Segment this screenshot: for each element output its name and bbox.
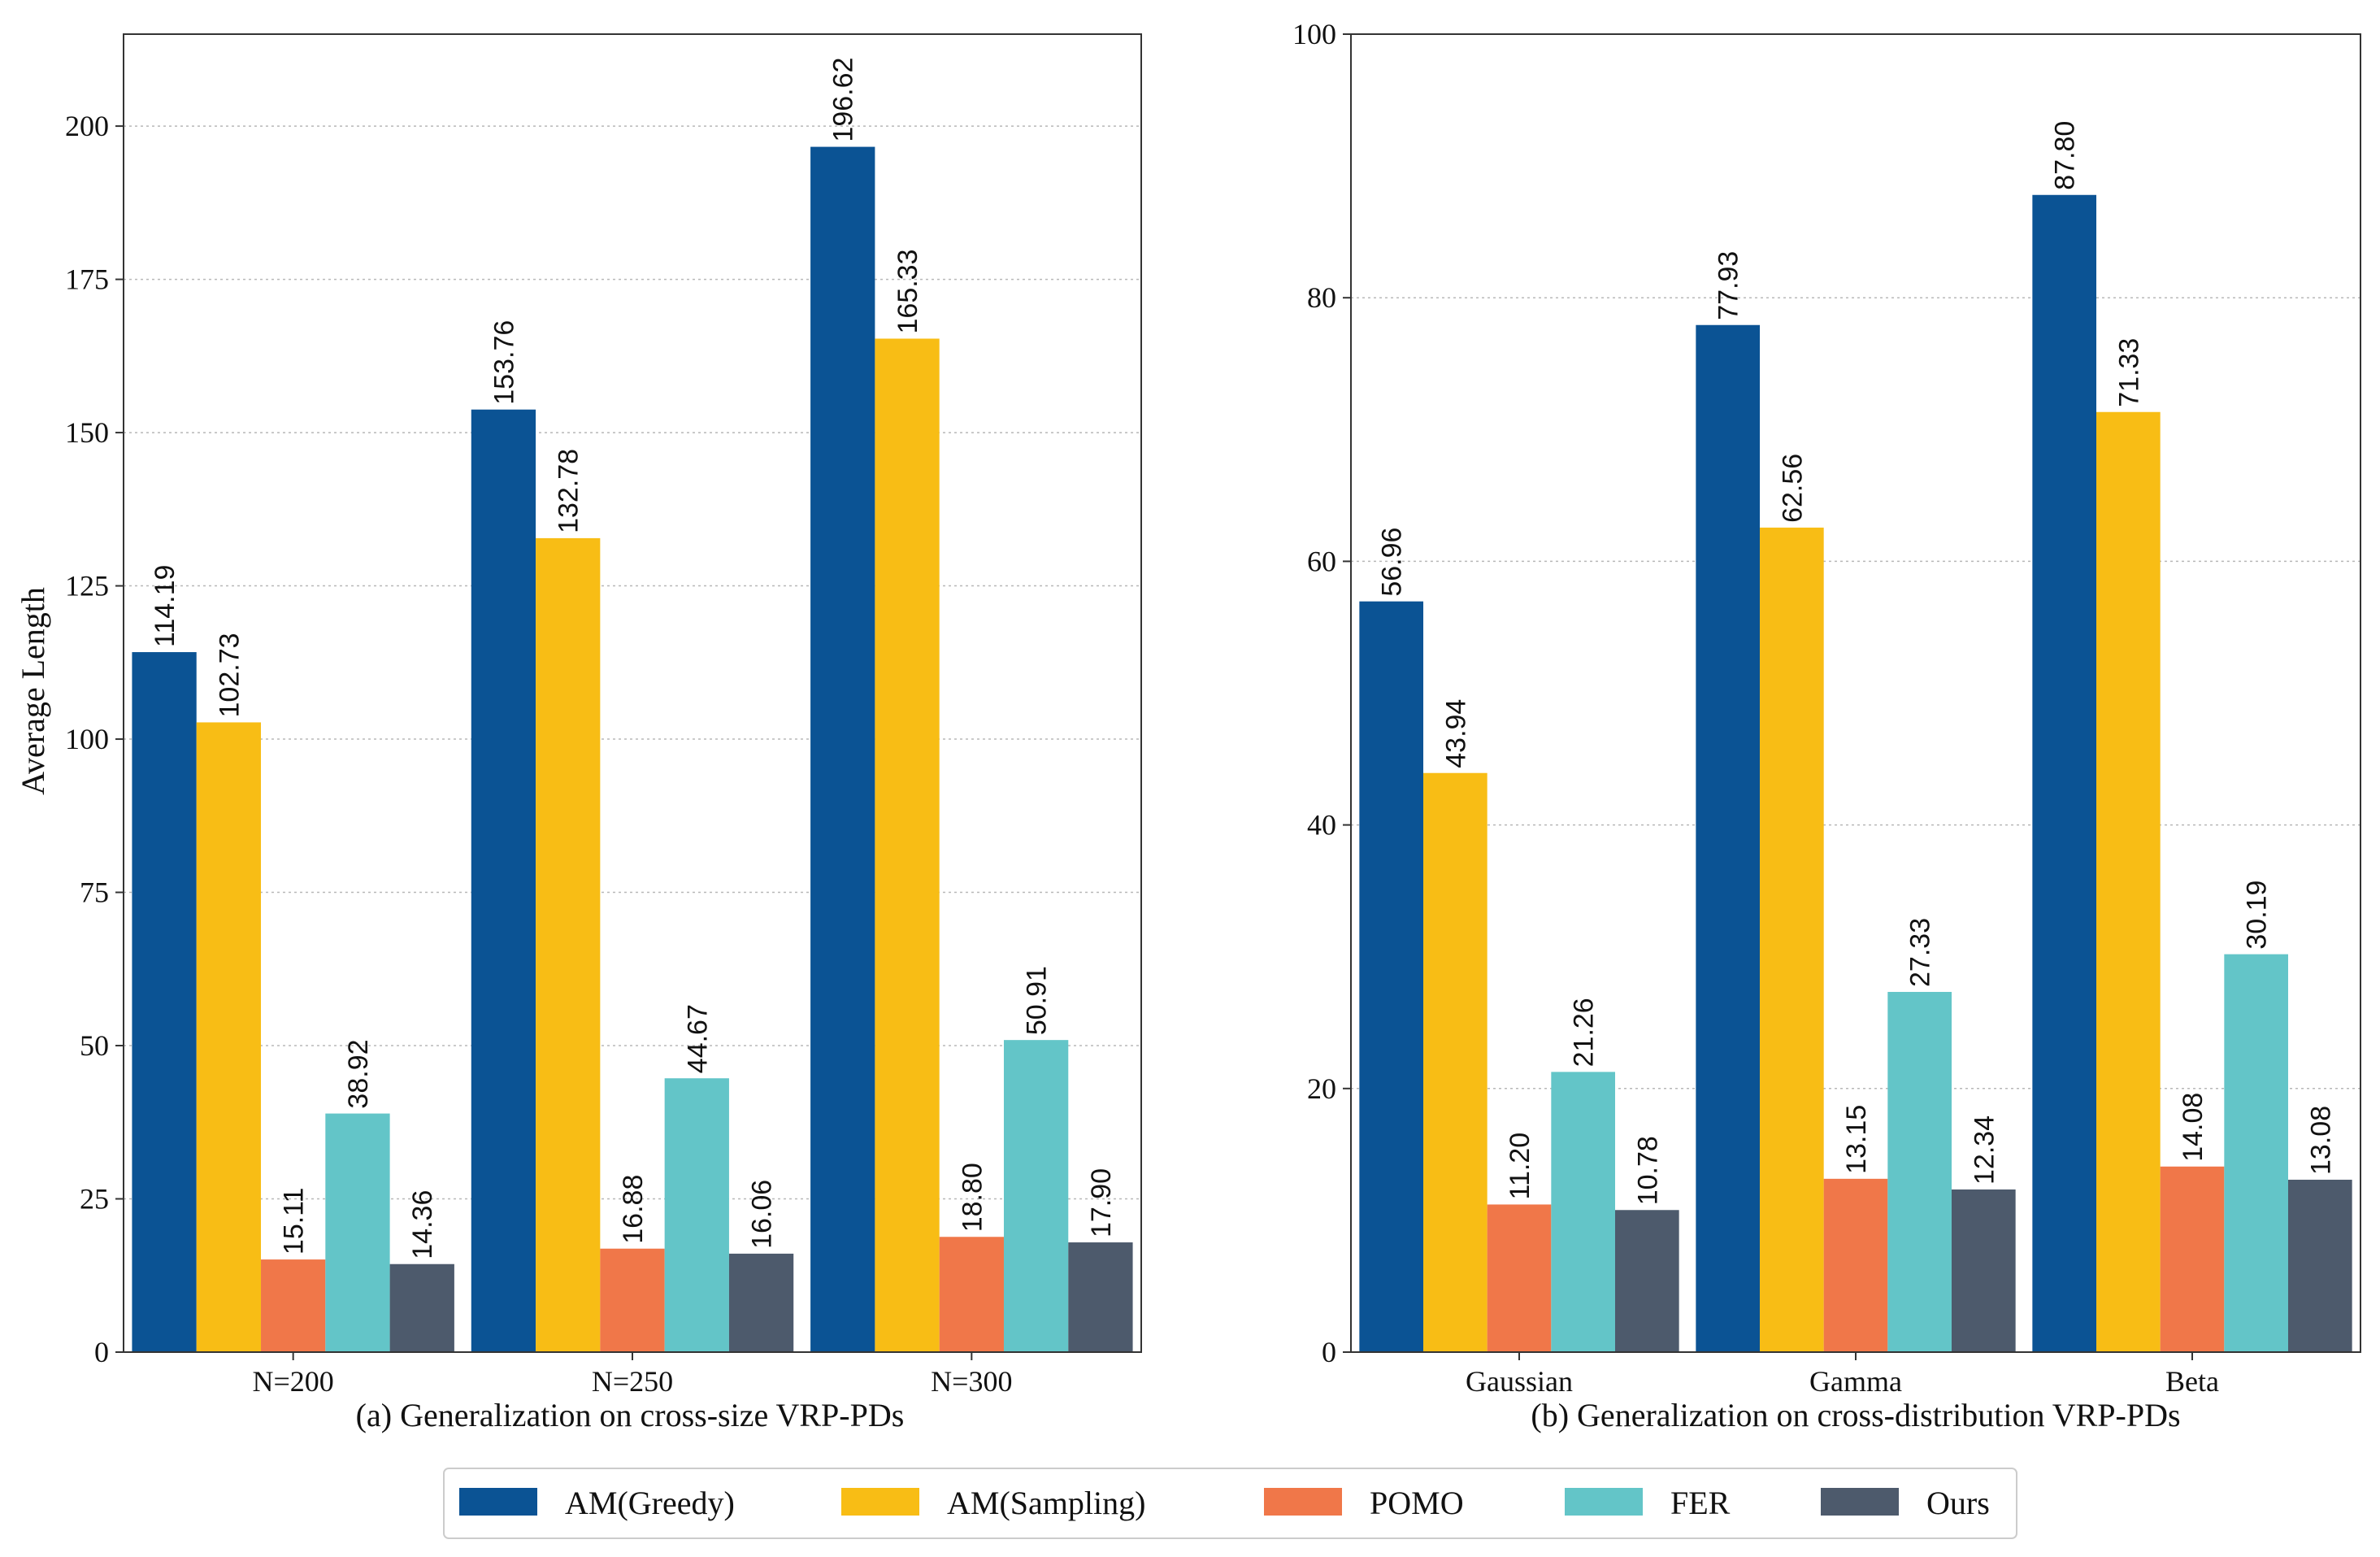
bar-am-sampling-2	[1760, 527, 1824, 1352]
bar-fer-1	[1551, 1072, 1615, 1352]
y-tick-label: 0	[1322, 1336, 1336, 1368]
y-tick-label: 20	[1307, 1072, 1336, 1105]
legend-swatch	[841, 1488, 919, 1516]
bar-value-label: 114.19	[150, 565, 180, 647]
bar-value-label: 43.94	[1440, 699, 1471, 768]
bar-ours-1	[1614, 1210, 1679, 1352]
bar-am-greedy-2	[471, 409, 536, 1352]
bar-value-label: 102.73	[214, 633, 245, 717]
y-tick-label: 100	[65, 723, 109, 755]
x-tick-label: Gaussian	[1466, 1365, 1573, 1398]
bar-am-sampling-3	[2096, 411, 2161, 1352]
bar-value-label: 44.67	[682, 1004, 713, 1073]
legend-label: POMO	[1370, 1485, 1464, 1521]
y-tick-label: 50	[80, 1029, 109, 1062]
bar-value-label: 71.33	[2113, 338, 2144, 407]
bar-am-greedy-1	[1359, 601, 1424, 1352]
bar-ours-2	[1951, 1189, 2016, 1352]
bar-am-greedy-3	[810, 146, 875, 1352]
x-tick-label: Beta	[2165, 1365, 2219, 1398]
bar-am-greedy-1	[132, 652, 197, 1352]
bar-value-label: 153.76	[489, 320, 519, 405]
legend-swatch	[1264, 1488, 1342, 1516]
bar-value-label: 165.33	[892, 249, 923, 333]
y-tick-label: 0	[94, 1336, 109, 1368]
legend-swatch	[1565, 1488, 1643, 1516]
bar-value-label: 14.36	[407, 1190, 438, 1259]
legend-swatch	[459, 1488, 537, 1516]
bar-ours-3	[2287, 1179, 2352, 1352]
legend-label: AM(Greedy)	[565, 1485, 735, 1521]
bar-value-label: 18.80	[957, 1163, 988, 1232]
bar-value-label: 87.80	[2050, 121, 2081, 190]
y-tick-label: 125	[65, 570, 109, 602]
bar-pomo-2	[1823, 1178, 1888, 1352]
legend-label: FER	[1670, 1485, 1731, 1521]
legend-label: AM(Sampling)	[947, 1485, 1145, 1521]
y-tick-label: 60	[1307, 545, 1336, 577]
bar-value-label: 30.19	[2242, 881, 2273, 950]
bar-value-label: 62.56	[1777, 454, 1808, 523]
x-tick-label: N=200	[253, 1365, 334, 1398]
y-tick-label: 100	[1292, 18, 1336, 50]
y-tick-label: 75	[80, 876, 109, 909]
bar-value-label: 50.91	[1022, 966, 1053, 1035]
bar-pomo-1	[1487, 1204, 1552, 1352]
bar-value-label: 56.96	[1377, 528, 1408, 597]
bar-value-label: 14.08	[2178, 1093, 2208, 1162]
bar-value-label: 12.34	[1969, 1116, 2000, 1185]
bar-am-greedy-2	[1696, 324, 1761, 1353]
bar-am-sampling-1	[1423, 772, 1488, 1352]
bar-am-greedy-3	[2032, 194, 2097, 1353]
y-tick-label: 175	[65, 263, 109, 296]
y-tick-label: 150	[65, 416, 109, 449]
bar-value-label: 27.33	[1905, 918, 1936, 987]
bar-am-sampling-3	[875, 338, 940, 1352]
bar-value-label: 77.93	[1713, 251, 1744, 320]
bar-ours-2	[728, 1253, 794, 1352]
bar-value-label: 13.08	[2305, 1106, 2336, 1175]
x-tick-label: N=250	[592, 1365, 673, 1398]
bar-pomo-2	[600, 1248, 665, 1352]
x-tick-label: Gamma	[1809, 1365, 1902, 1398]
bar-am-sampling-1	[196, 722, 262, 1352]
bar-value-label: 38.92	[343, 1039, 374, 1108]
panel-cross-distribution: (b) Generalization on cross-distribution…	[1292, 18, 2361, 1433]
legend-frame	[443, 1468, 2017, 1539]
x-tick-label: N=300	[931, 1365, 1012, 1398]
y-axis-title: Average Length	[15, 587, 51, 795]
bar-ours-1	[389, 1263, 454, 1352]
legend-label: Ours	[1926, 1485, 1990, 1521]
legend: AM(Greedy) AM(Sampling) POMO FER Ours	[443, 1468, 2017, 1539]
bar-value-label: 15.11	[279, 1188, 310, 1255]
bar-value-label: 132.78	[554, 449, 584, 533]
bar-value-label: 21.26	[1569, 998, 1600, 1067]
y-tick-label: 40	[1307, 809, 1336, 842]
bar-value-label: 10.78	[1632, 1136, 1663, 1205]
bar-value-label: 16.06	[747, 1180, 778, 1249]
bar-value-label: 13.15	[1841, 1105, 1872, 1174]
bar-fer-1	[325, 1113, 390, 1352]
bar-ours-3	[1068, 1242, 1133, 1352]
bar-fer-3	[1003, 1040, 1069, 1352]
bar-value-label: 17.90	[1086, 1168, 1117, 1237]
bar-pomo-3	[2160, 1166, 2225, 1352]
y-tick-label: 80	[1307, 281, 1336, 314]
bar-fer-2	[664, 1078, 729, 1352]
panel-a-caption: (a) Generalization on cross-size VRP-PDs	[356, 1397, 905, 1433]
bar-am-sampling-2	[536, 537, 601, 1352]
bar-fer-3	[2224, 954, 2288, 1352]
bar-pomo-1	[261, 1259, 326, 1352]
bar-pomo-3	[939, 1237, 1004, 1352]
bar-value-label: 11.20	[1505, 1133, 1535, 1200]
panel-cross-size: Average Length (a) Generalization on cro…	[15, 33, 1142, 1433]
bar-value-label: 16.88	[618, 1175, 649, 1244]
bar-value-label: 196.62	[828, 58, 859, 142]
y-tick-label: 200	[65, 110, 109, 142]
legend-swatch	[1821, 1488, 1899, 1516]
panel-b-caption: (b) Generalization on cross-distribution…	[1531, 1397, 2180, 1433]
y-tick-label: 25	[80, 1183, 109, 1216]
bar-fer-2	[1887, 991, 1952, 1352]
